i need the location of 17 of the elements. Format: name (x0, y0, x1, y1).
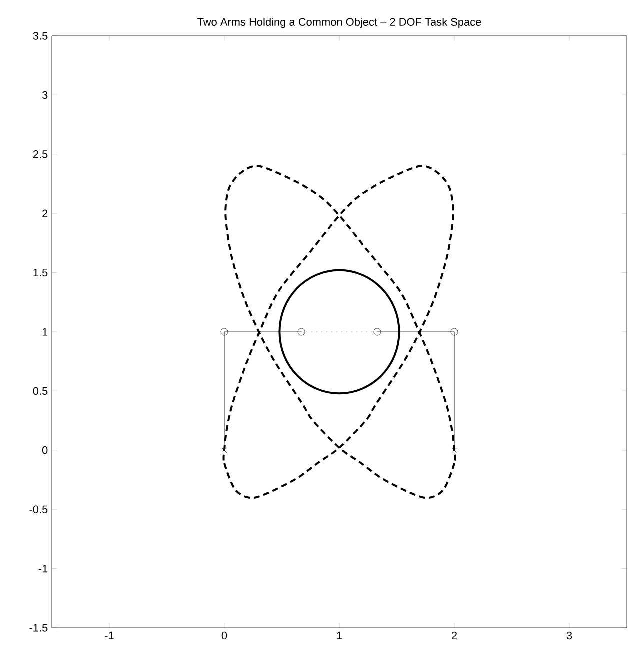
y-tick-label: -1 (38, 565, 48, 573)
y-tick-label: 0.5 (33, 387, 48, 396)
y-tick-label: -1.5 (30, 624, 48, 632)
y-tick-label: 3.5 (33, 32, 48, 40)
x-tick-label: 2 (452, 632, 458, 640)
y-tick-label: -0.5 (30, 506, 48, 514)
y-tick-label: 3 (42, 91, 48, 100)
x-tick-label: 0 (222, 632, 228, 640)
y-tick-label: 2 (42, 210, 48, 218)
chart-title: Two Arms Holding a Common Object – 2 DOF Task Space (198, 18, 482, 28)
x-tick-label: 3 (566, 632, 572, 640)
x-tick-label: -1 (105, 632, 114, 640)
y-tick-label: 1.5 (34, 268, 48, 277)
x-tick-label: 1 (337, 632, 342, 640)
y-tick-label: 2.5 (33, 150, 48, 158)
y-tick-label: 0 (42, 446, 48, 454)
y-tick-label: 1 (42, 328, 48, 336)
